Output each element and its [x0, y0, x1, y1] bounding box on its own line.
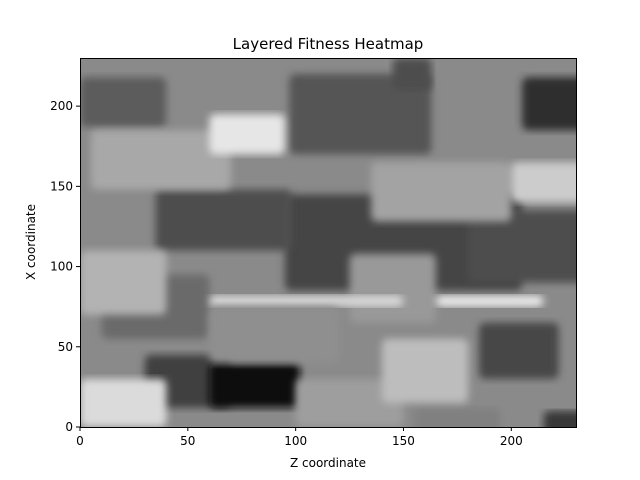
chart-title: Layered Fitness Heatmap [233, 35, 424, 53]
y-tick-label-3: 150 [50, 179, 73, 193]
heatmap-patch-5 [468, 210, 576, 283]
heatmap-patch-14 [90, 130, 231, 190]
y-tick-label-2: 100 [50, 260, 73, 274]
heatmap-patch-24 [209, 306, 339, 363]
heatmap-patch-16 [371, 162, 512, 222]
heatmap-patch-17 [511, 162, 576, 203]
x-tick-label-3: 150 [392, 434, 415, 448]
heatmap-patch-20 [295, 378, 404, 427]
heatmap-patch-18 [349, 253, 436, 323]
y-axis-label: X coordinate [24, 204, 38, 280]
heatmap-patch-15 [209, 114, 285, 155]
y-axis: 0 50 100 150 200 [50, 99, 80, 434]
heatmap-patch-22 [209, 295, 404, 307]
heatmap-patch-21 [381, 338, 469, 403]
heatmap-patch-3 [522, 77, 576, 131]
heatmap-patch-12 [543, 410, 576, 427]
y-tick-label-4: 200 [50, 99, 73, 113]
heatmap-cells [80, 58, 576, 427]
heatmap-patch-9 [209, 362, 300, 408]
x-axis-label: Z coordinate [290, 456, 366, 470]
heatmap-patch-2 [392, 58, 432, 91]
plot-frame [80, 58, 577, 428]
x-tick-label-0: 0 [76, 434, 84, 448]
heatmap-patch-1 [289, 74, 432, 155]
heatmap-patch-23 [435, 295, 544, 307]
heatmap-patch-11 [414, 407, 501, 427]
heatmap-patch-13 [80, 250, 167, 315]
heatmap-patch-10 [478, 322, 559, 379]
x-tick-label-4: 200 [500, 434, 523, 448]
heatmap-patch-0 [80, 77, 167, 127]
x-axis: 0 50 100 150 200 [76, 427, 523, 448]
y-tick-label-0: 0 [65, 420, 73, 434]
heatmap-patch-19 [80, 378, 167, 427]
heatmap-patch-6 [155, 189, 292, 251]
x-tick-label-2: 100 [284, 434, 307, 448]
heatmap-plot-area [80, 58, 576, 427]
x-tick-label-1: 50 [180, 434, 195, 448]
y-tick-label-1: 50 [58, 340, 73, 354]
